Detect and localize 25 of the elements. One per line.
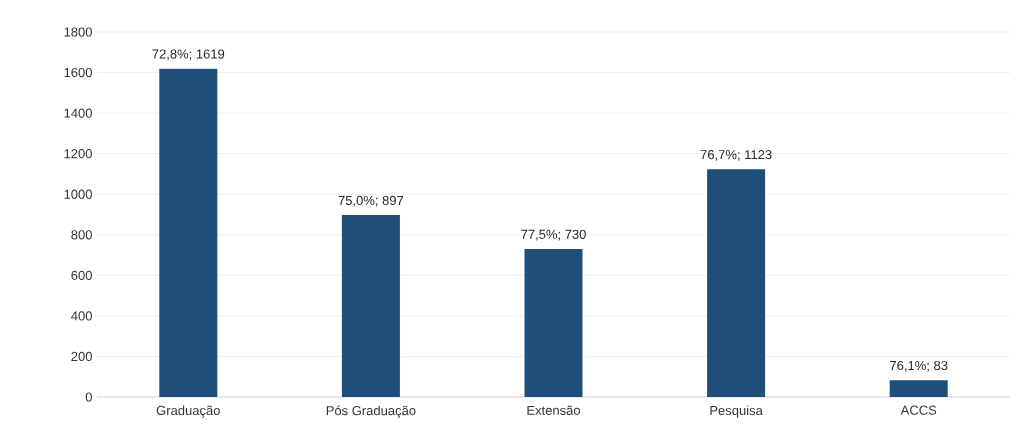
- y-tick-label: 1800: [64, 27, 92, 37]
- y-tick-label: 1200: [64, 149, 92, 159]
- y-tick-label: 600: [71, 270, 92, 280]
- x-tick-label: Extensão: [527, 405, 581, 415]
- y-tick-label: 1600: [64, 67, 92, 78]
- bar: [889, 380, 948, 397]
- y-tick-label: 800: [71, 230, 92, 240]
- data-label: 76,7%; 1123: [700, 150, 772, 161]
- data-label: 77,5%; 730: [521, 229, 586, 241]
- bar: [159, 68, 218, 397]
- y-tick-label: 1400: [64, 108, 92, 118]
- data-label: 72,8%; 1619: [152, 49, 225, 61]
- y-tick-label: 1000: [64, 189, 92, 199]
- bar: [707, 169, 766, 397]
- x-tick-label: Graduação: [156, 405, 220, 418]
- bar: [341, 215, 400, 397]
- data-label: 76,1%; 83: [890, 360, 948, 372]
- y-tick-label: 0: [85, 392, 92, 402]
- x-tick-label: ACCS: [900, 405, 937, 415]
- x-tick-label: Pesquisa: [710, 405, 763, 418]
- bar: [524, 248, 583, 397]
- y-tick-label: 200: [71, 351, 92, 362]
- data-label: 75,0%; 897: [338, 195, 404, 207]
- x-tick-label: Pós Graduação: [326, 405, 416, 418]
- y-tick-label: 400: [71, 311, 92, 321]
